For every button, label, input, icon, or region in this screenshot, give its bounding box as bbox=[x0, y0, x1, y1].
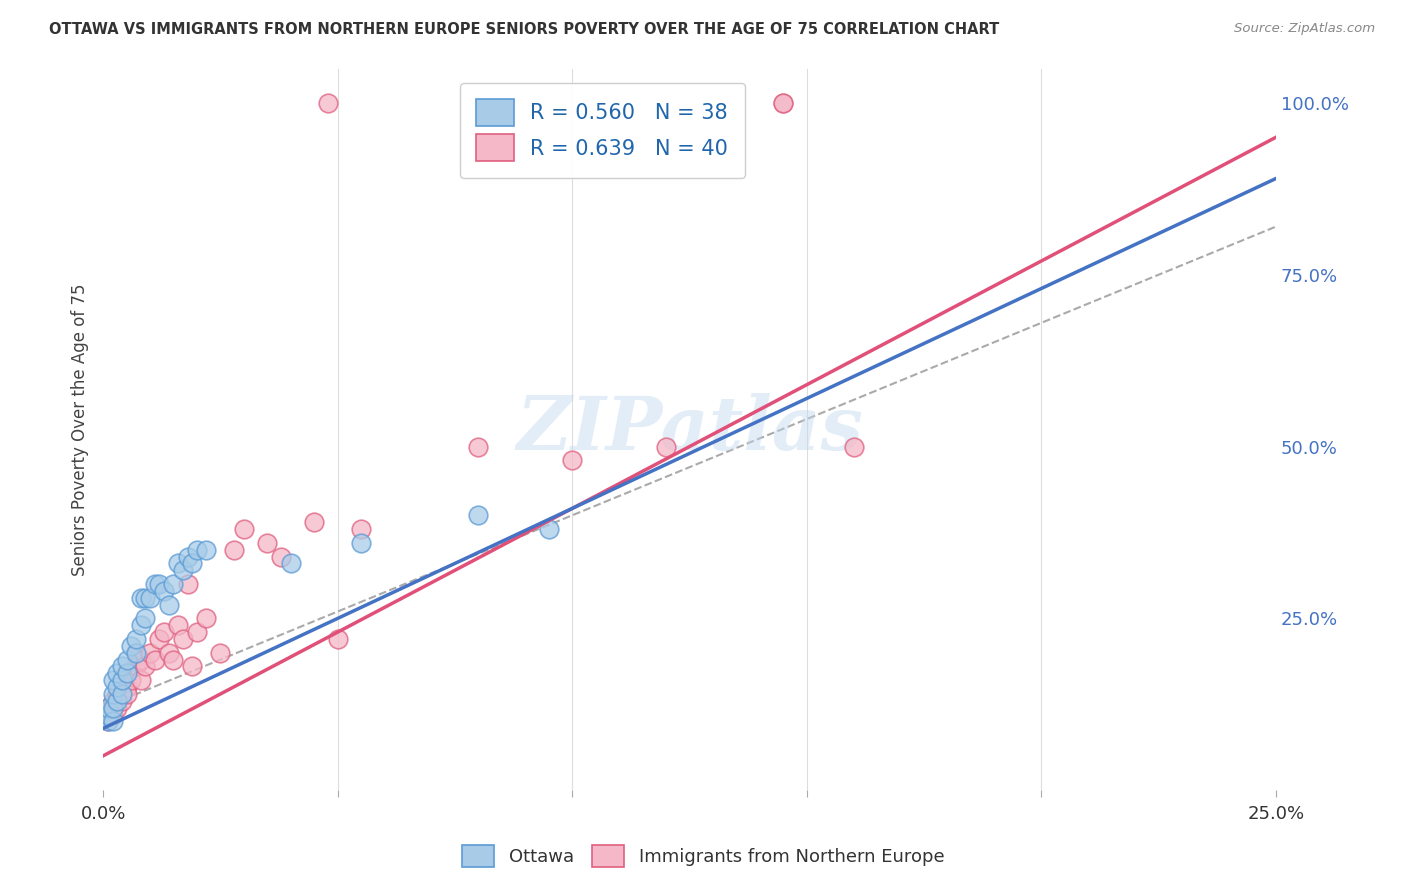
Point bbox=[125, 646, 148, 660]
Point bbox=[134, 591, 156, 605]
Point bbox=[162, 652, 184, 666]
Point bbox=[115, 652, 138, 666]
Point bbox=[97, 714, 120, 729]
Point bbox=[326, 632, 349, 646]
Point bbox=[772, 95, 794, 110]
Point bbox=[350, 522, 373, 536]
Point bbox=[561, 453, 583, 467]
Point bbox=[143, 652, 166, 666]
Point bbox=[232, 522, 254, 536]
Point bbox=[256, 535, 278, 549]
Point bbox=[172, 563, 194, 577]
Point bbox=[176, 549, 198, 564]
Point bbox=[125, 632, 148, 646]
Point bbox=[129, 618, 152, 632]
Point bbox=[111, 694, 134, 708]
Point bbox=[153, 583, 176, 598]
Point bbox=[157, 646, 180, 660]
Point bbox=[318, 95, 340, 110]
Point bbox=[101, 694, 124, 708]
Point bbox=[101, 707, 124, 722]
Point bbox=[181, 557, 204, 571]
Point bbox=[105, 666, 128, 681]
Point bbox=[120, 673, 142, 688]
Text: OTTAWA VS IMMIGRANTS FROM NORTHERN EUROPE SENIORS POVERTY OVER THE AGE OF 75 COR: OTTAWA VS IMMIGRANTS FROM NORTHERN EUROP… bbox=[49, 22, 1000, 37]
Text: ZIPatlas: ZIPatlas bbox=[516, 393, 863, 466]
Point bbox=[134, 611, 156, 625]
Point bbox=[101, 714, 124, 729]
Point bbox=[467, 508, 489, 523]
Point bbox=[115, 687, 138, 701]
Point bbox=[97, 707, 120, 722]
Point bbox=[97, 714, 120, 729]
Y-axis label: Seniors Poverty Over the Age of 75: Seniors Poverty Over the Age of 75 bbox=[72, 283, 89, 575]
Point bbox=[105, 694, 128, 708]
Point bbox=[111, 659, 134, 673]
Point bbox=[105, 680, 128, 694]
Point bbox=[97, 700, 120, 714]
Point bbox=[655, 440, 678, 454]
Point bbox=[101, 687, 124, 701]
Point bbox=[148, 577, 170, 591]
Point bbox=[115, 666, 138, 681]
Point bbox=[153, 625, 176, 640]
Point bbox=[157, 598, 180, 612]
Point bbox=[181, 659, 204, 673]
Point bbox=[467, 440, 489, 454]
Point bbox=[111, 687, 134, 701]
Point bbox=[280, 557, 302, 571]
Point bbox=[167, 618, 190, 632]
Point bbox=[172, 632, 194, 646]
Point bbox=[143, 577, 166, 591]
Point bbox=[105, 700, 128, 714]
Point bbox=[111, 673, 134, 688]
Point bbox=[134, 659, 156, 673]
Point bbox=[186, 542, 208, 557]
Point bbox=[125, 659, 148, 673]
Point bbox=[101, 673, 124, 688]
Point bbox=[125, 646, 148, 660]
Point bbox=[270, 549, 292, 564]
Point bbox=[129, 652, 152, 666]
Point bbox=[129, 591, 152, 605]
Point bbox=[139, 646, 162, 660]
Point bbox=[195, 542, 218, 557]
Point bbox=[209, 646, 232, 660]
Point bbox=[105, 687, 128, 701]
Point bbox=[167, 557, 190, 571]
Point bbox=[195, 611, 218, 625]
Point bbox=[224, 542, 246, 557]
Point bbox=[186, 625, 208, 640]
Point bbox=[139, 591, 162, 605]
Point bbox=[350, 535, 373, 549]
Point bbox=[162, 577, 184, 591]
Text: Source: ZipAtlas.com: Source: ZipAtlas.com bbox=[1234, 22, 1375, 36]
Point bbox=[537, 522, 560, 536]
Legend: R = 0.560   N = 38, R = 0.639   N = 40: R = 0.560 N = 38, R = 0.639 N = 40 bbox=[460, 83, 745, 178]
Point bbox=[115, 680, 138, 694]
Point bbox=[176, 577, 198, 591]
Point bbox=[772, 95, 794, 110]
Point bbox=[148, 632, 170, 646]
Point bbox=[101, 700, 124, 714]
Point bbox=[97, 700, 120, 714]
Legend: Ottawa, Immigrants from Northern Europe: Ottawa, Immigrants from Northern Europe bbox=[454, 838, 952, 874]
Point bbox=[129, 673, 152, 688]
Point bbox=[120, 639, 142, 653]
Point bbox=[302, 515, 325, 529]
Point bbox=[842, 440, 865, 454]
